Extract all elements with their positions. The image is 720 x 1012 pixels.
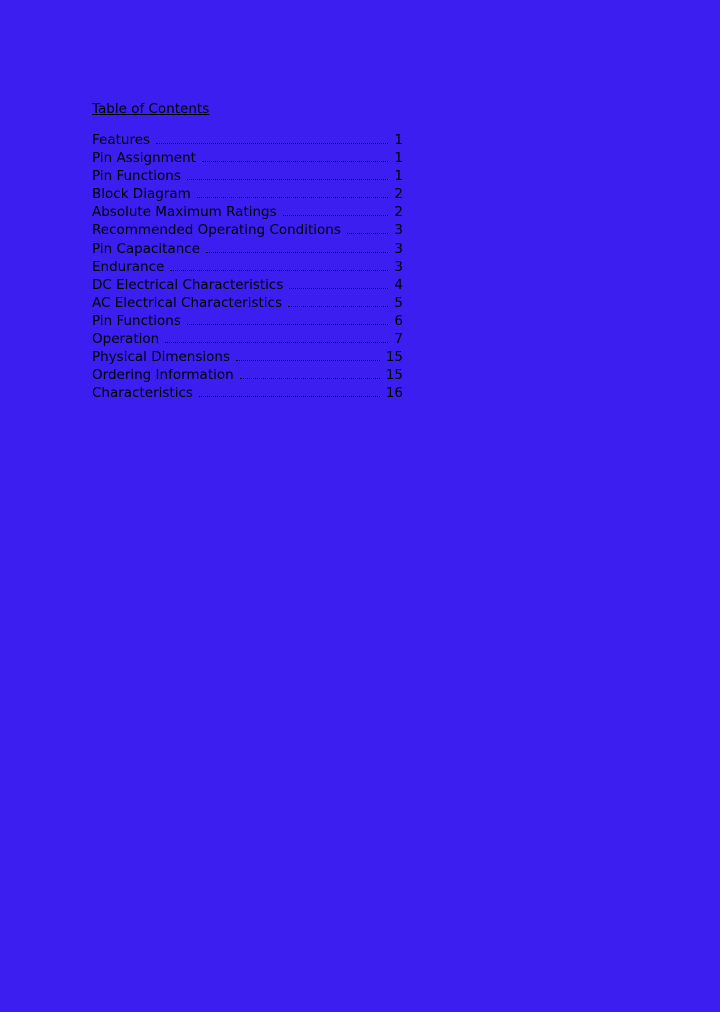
toc-entry-page: 2	[394, 186, 403, 203]
toc-entry[interactable]: Pin Functions 1	[92, 167, 403, 185]
toc-entry[interactable]: Pin Assignment 1	[92, 149, 403, 167]
dot-leader	[288, 305, 388, 307]
toc-entry-page: 15	[385, 367, 403, 384]
toc-entry[interactable]: Physical Dimensions 15	[92, 348, 403, 366]
toc-entry-page: 7	[394, 331, 403, 348]
toc-entry[interactable]: Operation 7	[92, 330, 403, 348]
toc-entry-page: 3	[394, 240, 403, 257]
dot-leader	[198, 396, 380, 398]
toc-title: Table of Contents	[92, 101, 210, 117]
toc-entry-label: Operation	[92, 331, 160, 348]
toc-entries: Features 1 Pin Assignment 1 Pin Functions 1 Bl…	[92, 131, 403, 402]
toc-entry-label: Ordering Information	[92, 367, 234, 384]
dot-leader	[165, 342, 388, 344]
toc-entry-label: Recommended Operating Conditions	[92, 222, 341, 239]
toc-entry-page: 1	[394, 150, 403, 167]
toc-entry[interactable]: Pin Functions 6	[92, 312, 403, 330]
toc-entry-label: Pin Capacitance	[92, 240, 201, 257]
dot-leader	[289, 287, 388, 289]
toc-entry-page: 3	[394, 258, 403, 275]
toc-entry[interactable]: Recommended Operating Conditions 3	[92, 221, 403, 239]
toc-entry-label: DC Electrical Characteristics	[92, 276, 284, 293]
toc-entry-label: Pin Assignment	[92, 150, 196, 167]
dot-leader	[170, 269, 388, 271]
dot-leader	[206, 251, 388, 253]
dot-leader	[156, 143, 388, 144]
toc-entry-page: 1	[394, 168, 403, 185]
toc-entry-label: Pin Functions	[92, 312, 181, 329]
dot-leader	[239, 378, 380, 380]
toc-entry[interactable]: Ordering Information 15	[92, 366, 403, 384]
toc-entry-page: 2	[394, 204, 403, 221]
toc-entry-label: Pin Functions	[92, 168, 181, 185]
toc-entry-label: Endurance	[92, 258, 165, 275]
dot-leader	[186, 323, 388, 325]
toc-entry-page: 1	[394, 132, 403, 148]
toc-entry-label: Absolute Maximum Ratings	[92, 204, 277, 221]
toc-entry[interactable]: Pin Capacitance 3	[92, 240, 403, 258]
toc-entry-label: Physical Dimensions	[92, 349, 230, 366]
toc-entry-label: Features	[92, 132, 151, 148]
dot-leader	[201, 161, 388, 163]
toc-entry-label: Block Diagram	[92, 186, 191, 203]
toc-entry-page: 16	[385, 385, 403, 402]
dot-leader	[186, 179, 388, 181]
table-of-contents: Table of Contents Features 1 Pin Assignmen…	[92, 100, 403, 402]
toc-entry[interactable]: Characteristics 16	[92, 384, 403, 402]
toc-entry-page: 6	[394, 312, 403, 329]
toc-entry-label: AC Electrical Characteristics	[92, 294, 282, 311]
toc-entry[interactable]: AC Electrical Characteristics 5	[92, 294, 403, 312]
toc-entry[interactable]: Absolute Maximum Ratings 2	[92, 203, 403, 221]
toc-entry[interactable]: Block Diagram 2	[92, 185, 403, 203]
toc-entry-page: 3	[394, 222, 403, 239]
dot-leader	[236, 360, 380, 362]
toc-entry-page: 4	[394, 276, 403, 293]
dot-leader	[346, 233, 388, 235]
toc-entry-label: Characteristics	[92, 385, 193, 402]
toc-entry[interactable]: Features 1	[92, 131, 403, 149]
toc-entry[interactable]: DC Electrical Characteristics 4	[92, 276, 403, 294]
toc-entry-page: 15	[385, 349, 403, 366]
toc-entry-page: 5	[394, 294, 403, 311]
toc-entry[interactable]: Endurance 3	[92, 258, 403, 276]
dot-leader	[282, 215, 388, 217]
dot-leader	[196, 197, 388, 199]
